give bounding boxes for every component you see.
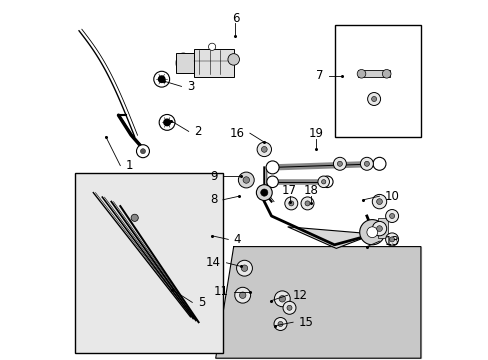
- Circle shape: [321, 180, 325, 184]
- Text: 2: 2: [194, 125, 201, 138]
- Circle shape: [265, 161, 279, 174]
- Circle shape: [273, 318, 286, 330]
- Circle shape: [321, 176, 332, 188]
- Text: 12: 12: [292, 289, 307, 302]
- Bar: [75, 173, 223, 353]
- Circle shape: [238, 172, 254, 188]
- Circle shape: [158, 76, 164, 82]
- Circle shape: [382, 69, 390, 78]
- Circle shape: [163, 119, 170, 126]
- Circle shape: [385, 233, 398, 246]
- Circle shape: [356, 69, 365, 78]
- Text: 9: 9: [209, 170, 217, 183]
- Circle shape: [333, 157, 346, 170]
- Circle shape: [371, 221, 386, 236]
- Bar: [377, 218, 387, 238]
- Text: 5: 5: [197, 296, 204, 309]
- Circle shape: [360, 157, 373, 170]
- Circle shape: [367, 93, 380, 105]
- Text: 8: 8: [210, 193, 217, 206]
- Circle shape: [274, 291, 289, 307]
- Text: 19: 19: [308, 127, 324, 140]
- Circle shape: [305, 201, 309, 206]
- Circle shape: [243, 177, 249, 183]
- Circle shape: [277, 321, 283, 327]
- Text: 15: 15: [298, 316, 313, 329]
- Circle shape: [371, 96, 376, 102]
- Circle shape: [260, 189, 267, 196]
- Circle shape: [227, 54, 239, 65]
- Circle shape: [140, 149, 145, 154]
- Text: 1: 1: [125, 159, 133, 172]
- Circle shape: [279, 296, 285, 302]
- Circle shape: [337, 161, 342, 166]
- Circle shape: [136, 145, 149, 158]
- Text: 4: 4: [233, 233, 241, 246]
- Circle shape: [241, 265, 247, 271]
- Circle shape: [366, 227, 377, 238]
- Circle shape: [372, 157, 385, 170]
- Circle shape: [286, 305, 291, 310]
- Text: 3: 3: [186, 80, 194, 93]
- Circle shape: [159, 114, 175, 130]
- Circle shape: [261, 147, 266, 152]
- Circle shape: [389, 213, 394, 219]
- Circle shape: [208, 43, 215, 50]
- Polygon shape: [215, 247, 420, 358]
- Circle shape: [359, 220, 384, 245]
- Circle shape: [364, 161, 368, 166]
- Circle shape: [256, 185, 272, 201]
- Polygon shape: [287, 227, 373, 248]
- Circle shape: [131, 214, 138, 221]
- Text: 7: 7: [316, 69, 323, 82]
- Circle shape: [283, 301, 295, 314]
- Circle shape: [257, 142, 271, 157]
- Circle shape: [153, 71, 169, 87]
- Circle shape: [301, 197, 313, 210]
- Circle shape: [236, 260, 252, 276]
- Circle shape: [234, 287, 250, 303]
- Bar: [194, 49, 233, 77]
- Circle shape: [288, 201, 293, 206]
- Circle shape: [371, 194, 386, 209]
- Bar: [176, 53, 196, 73]
- Circle shape: [239, 292, 245, 298]
- Text: 17: 17: [282, 184, 296, 197]
- Text: 11: 11: [213, 285, 228, 298]
- Circle shape: [385, 210, 398, 222]
- Circle shape: [376, 199, 382, 204]
- Text: 6: 6: [231, 12, 239, 24]
- Text: 13: 13: [384, 235, 399, 248]
- Text: 10: 10: [384, 190, 399, 203]
- Circle shape: [317, 176, 329, 188]
- Bar: [357, 70, 389, 77]
- Text: 18: 18: [303, 184, 318, 197]
- Text: 14: 14: [205, 256, 221, 269]
- Ellipse shape: [176, 53, 190, 73]
- Text: 16: 16: [229, 127, 244, 140]
- Circle shape: [266, 176, 278, 188]
- Circle shape: [376, 226, 382, 231]
- Circle shape: [389, 237, 394, 242]
- Circle shape: [284, 197, 297, 210]
- Bar: [334, 25, 420, 137]
